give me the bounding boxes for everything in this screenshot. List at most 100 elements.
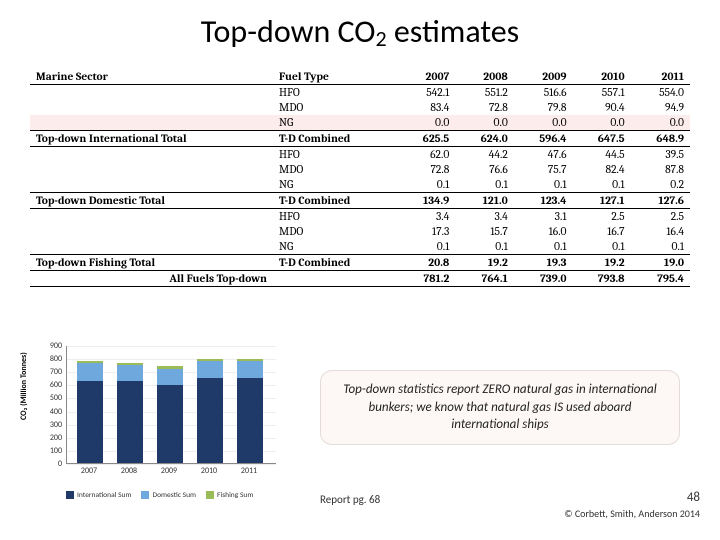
chart-ytick: 200 bbox=[40, 433, 62, 443]
table-cell: 16.4 bbox=[631, 224, 690, 239]
chart-xlabel: 2009 bbox=[154, 466, 184, 476]
chart-bar-segment bbox=[237, 361, 263, 378]
table-cell bbox=[30, 239, 273, 255]
table-header-row: Marine SectorFuel Type200720082009201020… bbox=[30, 69, 690, 85]
table-cell: 0.0 bbox=[631, 115, 690, 131]
chart-ytick: 900 bbox=[40, 341, 62, 351]
table-cell: 123.4 bbox=[514, 193, 573, 209]
table-row: MDO17.315.716.016.716.4 bbox=[30, 224, 690, 239]
legend-swatch bbox=[206, 491, 214, 499]
title-pre: Top-down CO bbox=[201, 12, 376, 51]
table-cell: 0.1 bbox=[514, 177, 573, 193]
table-cell bbox=[30, 85, 273, 101]
chart-ytick: 0 bbox=[40, 459, 62, 469]
table-cell: 75.7 bbox=[514, 162, 573, 177]
table-cell: 39.5 bbox=[631, 147, 690, 163]
table-cell: 83.4 bbox=[398, 100, 456, 115]
chart-bar-segment bbox=[117, 381, 143, 463]
table-cell: 0.0 bbox=[398, 115, 456, 131]
chart-bar bbox=[117, 363, 143, 463]
chart-xlabel: 2010 bbox=[194, 466, 224, 476]
table-cell: 793.8 bbox=[573, 271, 631, 287]
table-cell: 764.1 bbox=[455, 271, 514, 287]
callout-box: Top-down statistics report ZERO natural … bbox=[320, 370, 680, 445]
table-cell: 0.0 bbox=[455, 115, 514, 131]
table-cell: 79.8 bbox=[514, 100, 573, 115]
table-row: NG0.10.10.10.10.2 bbox=[30, 177, 690, 193]
table-cell: 795.4 bbox=[631, 271, 690, 287]
table-row: Top-down International TotalT-D Combined… bbox=[30, 131, 690, 147]
table-cell: 625.5 bbox=[398, 131, 456, 147]
chart-legend: International SumDomestic SumFishing Sum bbox=[66, 491, 253, 500]
table-cell: MDO bbox=[273, 100, 398, 115]
table-cell: All Fuels Top-down bbox=[30, 271, 273, 287]
table-row: HFO542.1551.2516.6557.1554.0 bbox=[30, 85, 690, 101]
legend-swatch bbox=[66, 491, 74, 499]
chart-bar-segment bbox=[77, 363, 103, 381]
table-cell: 44.2 bbox=[455, 147, 514, 163]
table-cell bbox=[30, 177, 273, 193]
table-cell: 739.0 bbox=[514, 271, 573, 287]
table-cell: 19.2 bbox=[573, 255, 631, 271]
table-header-cell: 2007 bbox=[398, 69, 456, 85]
table-cell bbox=[30, 209, 273, 225]
chart-bar bbox=[157, 366, 183, 463]
chart-bar-segment bbox=[197, 361, 223, 378]
title-sub: 2 bbox=[375, 25, 386, 52]
co2-chart: CO₂ (Million Tonnes) International SumDo… bbox=[30, 340, 290, 500]
legend-item: Fishing Sum bbox=[206, 491, 253, 500]
table-cell: 16.0 bbox=[514, 224, 573, 239]
chart-bar bbox=[237, 359, 263, 463]
table-cell: NG bbox=[273, 115, 398, 131]
table-cell: HFO bbox=[273, 209, 398, 225]
table-cell bbox=[30, 147, 273, 163]
title-post: estimates bbox=[387, 12, 520, 51]
table-cell: 557.1 bbox=[573, 85, 631, 101]
chart-bar-segment bbox=[237, 378, 263, 463]
table-cell: 121.0 bbox=[455, 193, 514, 209]
chart-ytick: 100 bbox=[40, 446, 62, 456]
table-cell: HFO bbox=[273, 147, 398, 163]
chart-bar-segment bbox=[197, 378, 223, 463]
table-cell: 0.0 bbox=[573, 115, 631, 131]
chart-ytick: 700 bbox=[40, 367, 62, 377]
slide-number: 48 bbox=[564, 490, 700, 505]
footer-credit: © Corbett, Smith, Anderson 2014 bbox=[564, 507, 700, 520]
table-header-cell: Marine Sector bbox=[30, 69, 273, 85]
chart-plot bbox=[66, 346, 276, 464]
table-cell: 648.9 bbox=[631, 131, 690, 147]
table-cell: 127.6 bbox=[631, 193, 690, 209]
table-row: MDO83.472.879.890.494.9 bbox=[30, 100, 690, 115]
table-header-cell: Fuel Type bbox=[273, 69, 398, 85]
table-cell: 0.1 bbox=[631, 239, 690, 255]
table-cell: 19.2 bbox=[455, 255, 514, 271]
table-cell: 0.1 bbox=[573, 239, 631, 255]
table-cell: 47.6 bbox=[514, 147, 573, 163]
chart-ytick: 500 bbox=[40, 393, 62, 403]
table-cell: 87.8 bbox=[631, 162, 690, 177]
table-grand-row: All Fuels Top-down 781.2764.1739.0793.879… bbox=[30, 271, 690, 287]
table-cell: 19.3 bbox=[514, 255, 573, 271]
table-cell: 647.5 bbox=[573, 131, 631, 147]
footer-right: 48 © Corbett, Smith, Anderson 2014 bbox=[564, 490, 700, 520]
table-cell: 127.1 bbox=[573, 193, 631, 209]
chart-bar-segment bbox=[77, 381, 103, 463]
footer-report-page: Report pg. 68 bbox=[320, 493, 380, 506]
table-row: NG0.10.10.10.10.1 bbox=[30, 239, 690, 255]
chart-ylabel: CO₂ (Million Tonnes) bbox=[19, 352, 29, 420]
table-cell: 554.0 bbox=[631, 85, 690, 101]
page-title: Top-down CO2 estimates bbox=[0, 0, 720, 69]
table-header-cell: 2010 bbox=[573, 69, 631, 85]
table-cell: 0.1 bbox=[398, 239, 456, 255]
table-cell bbox=[30, 115, 273, 131]
table-cell: 781.2 bbox=[398, 271, 456, 287]
legend-item: Domestic Sum bbox=[141, 491, 196, 500]
table-cell: 17.3 bbox=[398, 224, 456, 239]
table-cell bbox=[30, 224, 273, 239]
table-cell: HFO bbox=[273, 85, 398, 101]
table-cell: MDO bbox=[273, 224, 398, 239]
table-cell: NG bbox=[273, 177, 398, 193]
chart-xlabel: 2008 bbox=[114, 466, 144, 476]
table-cell bbox=[30, 162, 273, 177]
table-cell: 542.1 bbox=[398, 85, 456, 101]
